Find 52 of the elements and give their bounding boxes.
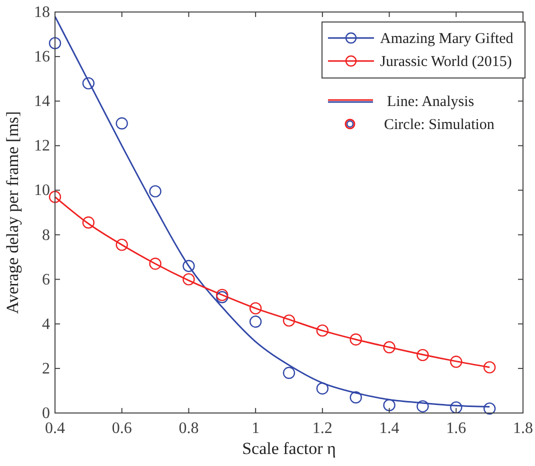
point <box>149 185 162 198</box>
point <box>149 258 162 270</box>
point <box>116 117 128 130</box>
point <box>282 314 296 327</box>
y-tick-label: 14 <box>34 93 50 110</box>
point <box>216 288 228 302</box>
point <box>483 402 496 415</box>
y-tick-label: 6 <box>42 271 50 288</box>
point <box>216 291 228 304</box>
point <box>182 260 195 272</box>
point <box>383 399 396 412</box>
point <box>416 348 429 362</box>
legend-label: Jurassic World (2015) <box>380 54 512 70</box>
y-tick-label: 10 <box>34 182 50 200</box>
y-tick-label: 4 <box>42 316 50 333</box>
y-axis-title: Average delay per frame [ms] <box>3 111 22 314</box>
point <box>282 366 296 379</box>
point <box>483 361 496 374</box>
y-tick-label: 16 <box>34 48 50 66</box>
x-tick-label: 0.8 <box>178 420 199 437</box>
annotation: Circle: Simulation <box>384 117 495 133</box>
y-tick-label: 8 <box>42 226 50 244</box>
x-tick-label: 0.4 <box>45 420 65 437</box>
annotation: Line: Analysis <box>387 94 474 110</box>
y-tick-label: 0 <box>42 405 50 422</box>
x-tick-label: 1.6 <box>446 420 466 437</box>
y-tick-label: 18 <box>34 4 50 21</box>
point <box>450 356 462 368</box>
point <box>82 216 95 229</box>
point <box>450 401 462 414</box>
x-tick-label: 1.4 <box>379 420 400 437</box>
point <box>316 324 329 337</box>
y-tick-label: 12 <box>34 138 50 155</box>
point <box>249 302 262 314</box>
point <box>116 238 128 251</box>
point <box>182 273 195 286</box>
y-tick-label: 2 <box>42 360 50 378</box>
x-tick-label: 1.8 <box>513 420 533 437</box>
x-tick-label: 0.6 <box>112 420 132 437</box>
x-tick-label: 1.2 <box>312 420 332 437</box>
point <box>416 400 429 412</box>
point <box>82 77 95 90</box>
x-axis-title: Scale factor η <box>242 439 336 458</box>
point <box>316 382 329 395</box>
point <box>48 190 62 204</box>
point <box>350 333 362 346</box>
legend-label: Amazing Mary Gifted <box>380 31 514 47</box>
point <box>383 341 396 354</box>
point <box>48 37 62 50</box>
point <box>350 391 362 404</box>
x-tick-label: 1 <box>252 420 260 437</box>
point <box>249 316 262 328</box>
